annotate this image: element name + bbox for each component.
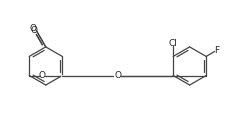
Text: O: O <box>39 71 46 80</box>
Text: Cl: Cl <box>168 39 177 48</box>
Text: O: O <box>29 24 36 34</box>
Text: O: O <box>30 26 37 35</box>
Text: F: F <box>213 46 218 55</box>
Text: O: O <box>114 71 121 80</box>
